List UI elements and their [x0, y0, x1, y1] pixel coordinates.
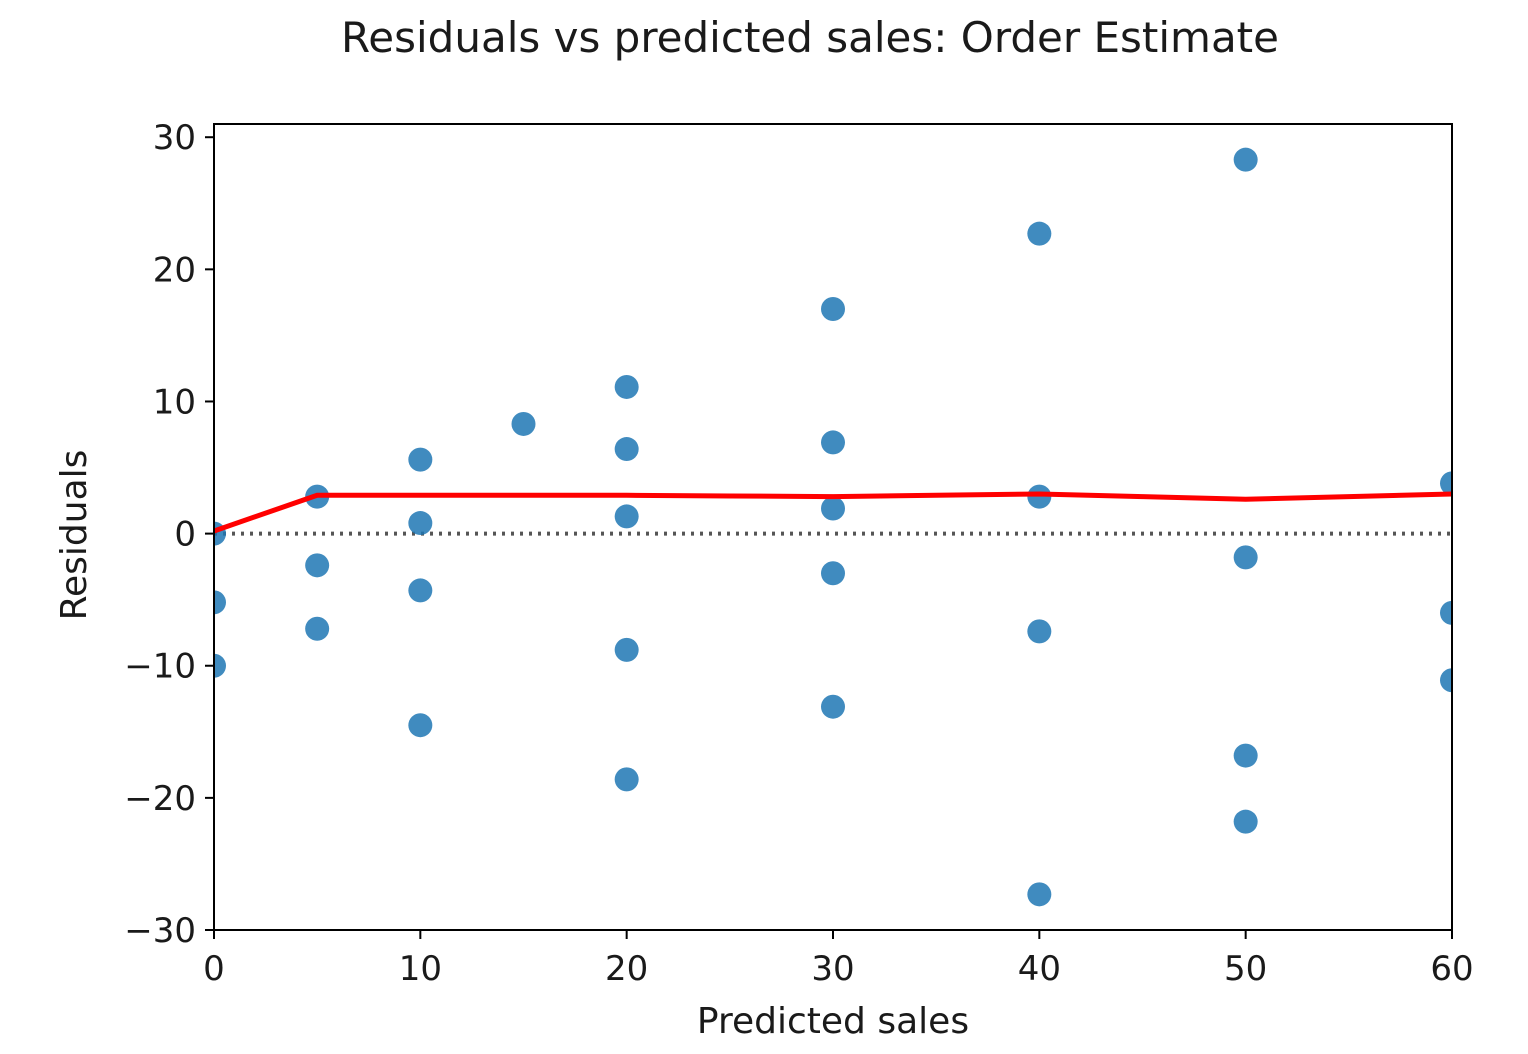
scatter-point	[1440, 668, 1452, 693]
y-tick-label: 20	[153, 250, 196, 290]
scatter-point	[408, 713, 433, 738]
x-tick-label: 10	[399, 949, 442, 989]
x-axis-label: Predicted sales	[697, 1001, 969, 1042]
x-axis: 0 10 20 30 40 50 60	[203, 930, 1474, 989]
scatter-point	[1233, 743, 1258, 768]
scatter-point	[511, 411, 536, 436]
scatter-point	[1027, 221, 1052, 246]
x-tick-label: 40	[1018, 949, 1061, 989]
y-tick-label: −30	[124, 911, 196, 951]
scatter-point	[305, 553, 330, 578]
x-tick-label: 0	[203, 949, 225, 989]
y-tick-label: −20	[124, 779, 196, 819]
x-tick-label: 50	[1224, 949, 1267, 989]
scatter-point	[408, 578, 433, 603]
scatter-point	[614, 504, 639, 529]
scatter-point	[1027, 882, 1052, 907]
scatter-point	[614, 374, 639, 399]
scatter-point	[1233, 147, 1258, 172]
x-tick-label: 30	[811, 949, 854, 989]
scatter-point	[1027, 484, 1052, 509]
scatter-point	[614, 637, 639, 662]
y-tick-label: −10	[124, 647, 196, 687]
scatter-point	[821, 496, 845, 521]
y-axis-label: Residuals	[54, 450, 95, 621]
scatter-point	[1233, 809, 1258, 834]
scatter-point	[214, 653, 226, 678]
y-tick-label: 10	[153, 382, 196, 422]
scatter-point	[821, 430, 845, 455]
scatter-point	[408, 447, 433, 472]
scatter-point	[1027, 619, 1052, 644]
scatter-point	[821, 694, 845, 719]
y-axis: −30 −20 −10 0 10 20 30	[124, 118, 214, 951]
axes-frame	[213, 123, 1453, 931]
scatter-point	[214, 590, 226, 615]
x-tick-label: 60	[1430, 949, 1473, 989]
plot-clip-group	[214, 147, 1452, 907]
scatter-point	[305, 616, 330, 641]
chart-title: Residuals vs predicted sales: Order Esti…	[341, 13, 1279, 62]
scatter-point	[1233, 545, 1258, 570]
y-tick-label: 30	[153, 118, 196, 158]
lowess-trend-line	[214, 491, 1452, 534]
scatter-point	[821, 561, 845, 586]
y-tick-label: 0	[174, 515, 196, 555]
scatter-point	[1440, 600, 1452, 625]
scatter-point	[1440, 471, 1452, 496]
scatter-point	[821, 296, 845, 321]
scatter-point	[614, 767, 639, 792]
x-tick-label: 20	[605, 949, 648, 989]
scatter-point	[614, 437, 639, 462]
scatter-point	[408, 511, 433, 536]
plot-area	[214, 147, 1452, 907]
